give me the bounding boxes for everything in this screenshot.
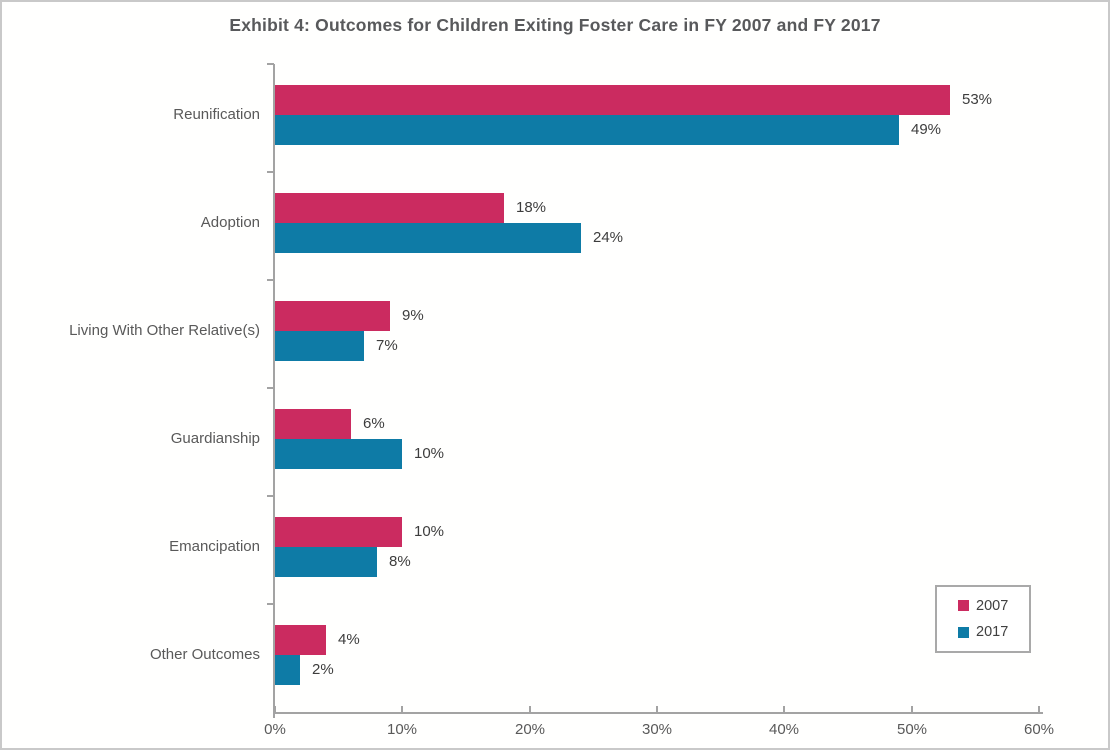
bar-2007-emancipation — [275, 517, 402, 547]
x-axis-tick — [529, 706, 531, 713]
value-label-2017-other-outcomes: 2% — [312, 661, 334, 678]
x-tick-label: 40% — [768, 721, 800, 738]
x-axis-tick — [401, 706, 403, 713]
category-label-other-outcomes: Other Outcomes — [149, 646, 260, 663]
x-tick-label: 20% — [514, 721, 546, 738]
x-tick-label: 50% — [896, 721, 928, 738]
bar-2007-reunification — [275, 85, 950, 115]
value-label-2007-guardianship: 6% — [363, 415, 385, 432]
y-axis-tick — [267, 387, 274, 389]
bar-2017-living-with-other-relative-s — [275, 331, 364, 361]
y-axis-tick — [267, 495, 274, 497]
category-label-adoption: Adoption — [200, 214, 260, 231]
category-label-living-with-other-relative-s: Living With Other Relative(s) — [69, 322, 260, 339]
y-axis-tick — [267, 603, 274, 605]
legend-item-2007: 2007 — [958, 598, 1029, 614]
x-tick-label: 30% — [641, 721, 673, 738]
y-axis-tick — [267, 279, 274, 281]
x-axis-tick — [1038, 706, 1040, 713]
value-label-2007-reunification: 53% — [962, 91, 993, 108]
x-axis-tick — [656, 706, 658, 713]
value-label-2007-adoption: 18% — [516, 199, 547, 216]
value-label-2007-living-with-other-relative-s: 9% — [402, 307, 424, 324]
chart-title: Exhibit 4: Outcomes for Children Exiting… — [229, 15, 881, 35]
legend-swatch-2007-icon — [958, 600, 969, 612]
bar-2007-guardianship — [275, 409, 351, 439]
value-label-2017-emancipation: 8% — [389, 553, 411, 570]
category-label-reunification: Reunification — [173, 106, 260, 123]
bar-2017-emancipation — [275, 547, 377, 577]
value-label-2017-reunification: 49% — [911, 121, 942, 138]
bar-2017-guardianship — [275, 439, 402, 469]
bar-2017-reunification — [275, 115, 899, 145]
x-axis-line — [273, 712, 1043, 714]
legend-label-2017: 2017 — [976, 624, 1009, 641]
y-axis-tick — [267, 171, 274, 173]
legend-item-2017: 2017 — [958, 624, 1029, 640]
bar-2017-other-outcomes — [275, 655, 300, 685]
x-axis-tick — [911, 706, 913, 713]
category-label-emancipation: Emancipation — [169, 538, 260, 555]
value-label-2017-living-with-other-relative-s: 7% — [376, 337, 398, 354]
y-axis-tick — [267, 63, 274, 65]
bar-2007-other-outcomes — [275, 625, 326, 655]
y-axis-line — [273, 64, 275, 718]
value-label-2007-other-outcomes: 4% — [338, 631, 360, 648]
category-label-guardianship: Guardianship — [170, 430, 260, 447]
bar-2007-living-with-other-relative-s — [275, 301, 390, 331]
value-label-2017-guardianship: 10% — [414, 445, 445, 462]
value-label-2017-adoption: 24% — [593, 229, 624, 246]
bar-2007-adoption — [275, 193, 504, 223]
legend-label-2007: 2007 — [976, 597, 1009, 614]
x-tick-label: 10% — [386, 721, 418, 738]
x-tick-label: 60% — [1023, 721, 1055, 738]
x-axis-tick — [783, 706, 785, 713]
value-label-2007-emancipation: 10% — [414, 523, 445, 540]
bar-2017-adoption — [275, 223, 581, 253]
x-axis-tick — [274, 706, 276, 713]
x-tick-label: 0% — [264, 721, 286, 738]
legend: 2007 2017 — [935, 585, 1031, 653]
legend-swatch-2017-icon — [958, 626, 969, 638]
